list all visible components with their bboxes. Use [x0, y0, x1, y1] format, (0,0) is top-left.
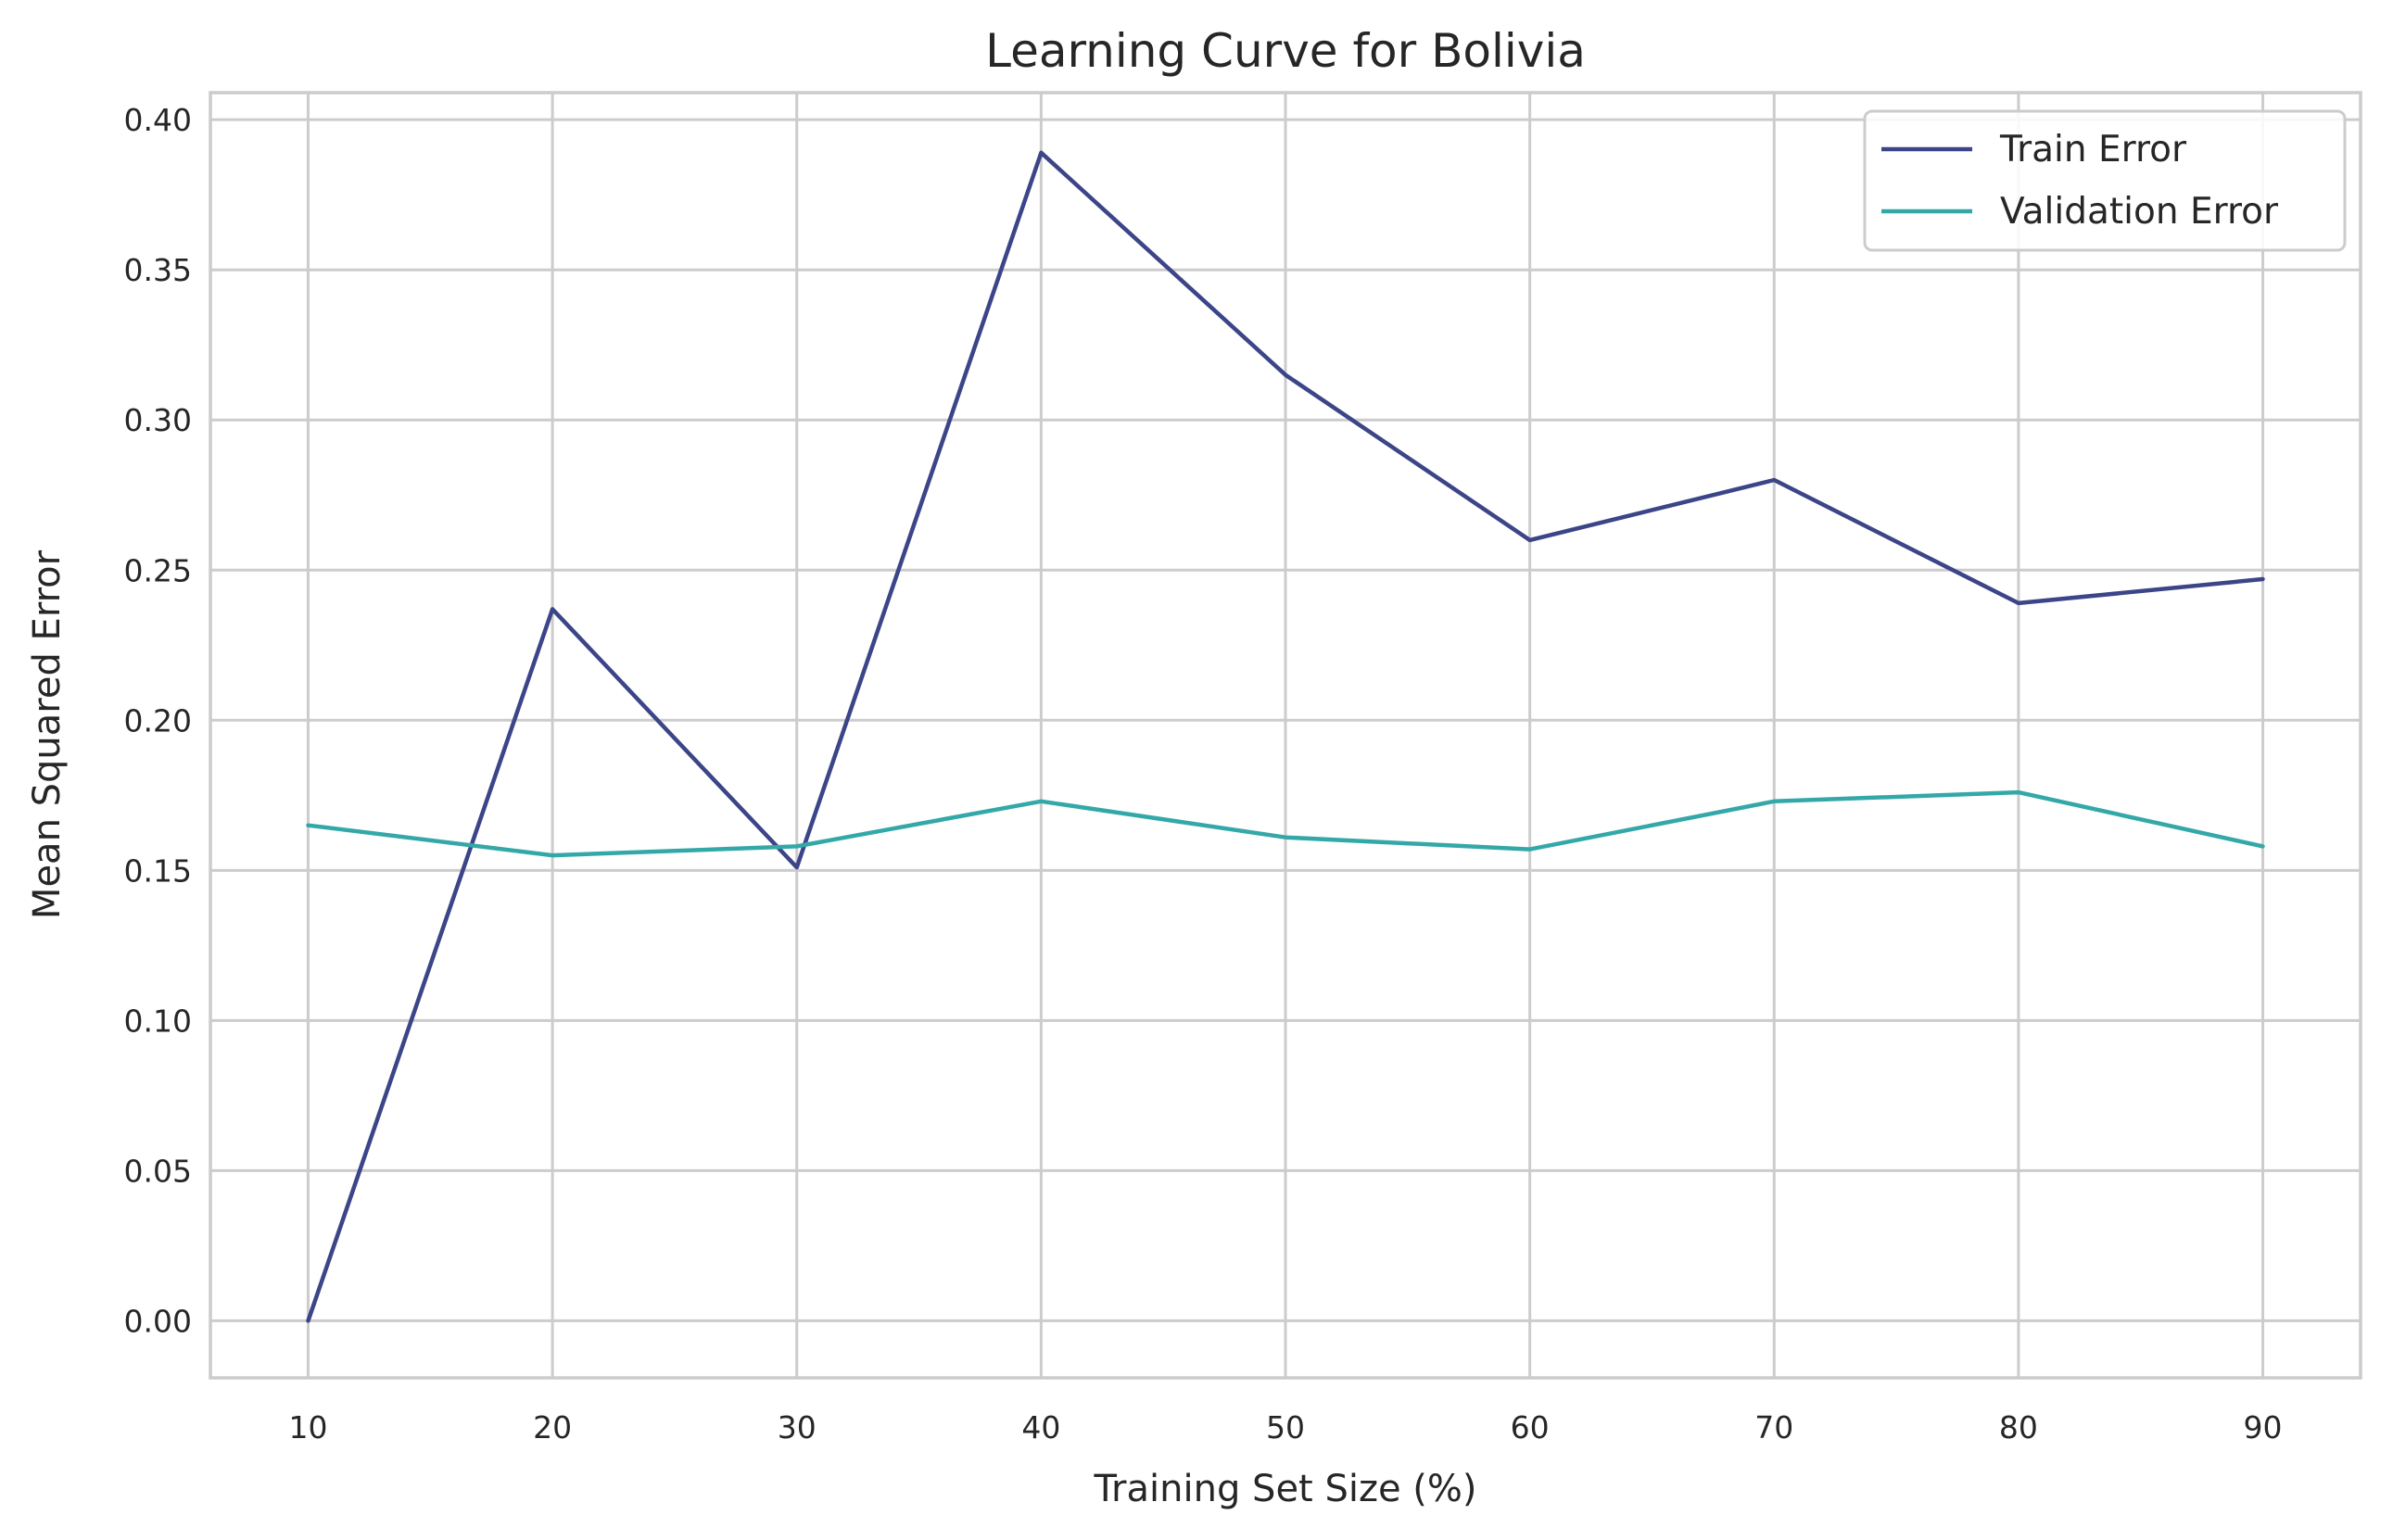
- x-tick-label: 60: [1511, 1409, 1550, 1445]
- x-tick-label: 30: [778, 1409, 817, 1445]
- x-tick-label: 90: [2244, 1409, 2283, 1445]
- x-tick-label: 10: [288, 1409, 327, 1445]
- y-tick-label: 0.00: [124, 1303, 192, 1339]
- x-tick-label: 20: [533, 1409, 572, 1445]
- x-tick-label: 70: [1754, 1409, 1793, 1445]
- series-line-validation-error: [306, 789, 2265, 858]
- x-axis-label: Training Set Size (%): [1094, 1468, 1477, 1510]
- y-tick-label: 0.35: [124, 252, 192, 288]
- chart-title: Learning Curve for Bolivia: [985, 24, 1586, 78]
- y-tick-label: 0.20: [124, 702, 192, 738]
- legend-label-validation-error: Validation Error: [2000, 191, 2279, 233]
- x-tick-label: 40: [1021, 1409, 1060, 1445]
- x-tick-label: 80: [1999, 1409, 2038, 1445]
- grid-lines: [210, 93, 2361, 1378]
- x-tick-labels: 10 20 30 40 50 60 70 80 90: [288, 1409, 2282, 1445]
- plot-frame: [209, 91, 2362, 1380]
- legend: Train Error Validation Error: [1863, 109, 2347, 252]
- x-tick-label: 50: [1266, 1409, 1305, 1445]
- y-tick-label: 0.30: [124, 402, 192, 438]
- y-tick-label: 0.40: [124, 102, 192, 138]
- series-line-train-error: [306, 150, 2265, 1323]
- legend-label-train-error: Train Error: [1999, 129, 2187, 170]
- y-axis-label: Mean Squared Error: [26, 549, 69, 919]
- y-tick-label: 0.05: [124, 1153, 192, 1189]
- legend-box: [1863, 109, 2347, 252]
- y-tick-labels: 0.00 0.05 0.10 0.15 0.20 0.25 0.30 0.35 0.40: [124, 102, 192, 1339]
- series-lines: [306, 150, 2265, 1323]
- y-tick-label: 0.25: [124, 552, 192, 588]
- y-tick-label: 0.15: [124, 852, 192, 889]
- y-tick-label: 0.10: [124, 1003, 192, 1039]
